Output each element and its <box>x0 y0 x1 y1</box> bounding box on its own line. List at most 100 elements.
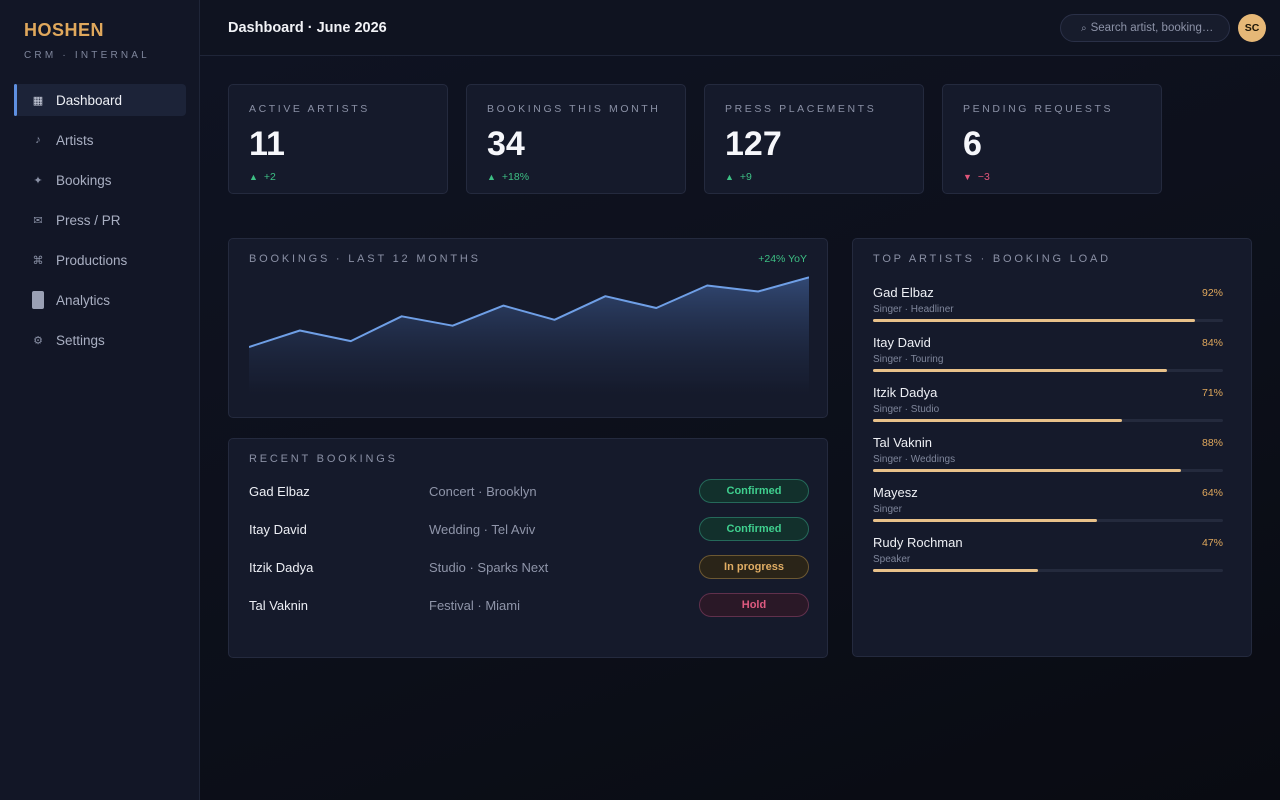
artist-name: Tal Vaknin <box>873 435 933 450</box>
sidebar-item-settings[interactable]: ⚙ Settings <box>14 324 186 356</box>
sidebar-item-label: Bookings <box>56 172 112 188</box>
list-item[interactable]: Tal Vaknin Singer · Weddings 88% <box>873 435 1223 479</box>
list-item[interactable]: Itay David Singer · Touring 84% <box>873 335 1223 379</box>
sidebar-item-analytics[interactable]: Analytics <box>14 284 186 316</box>
bookings-area-chart <box>249 276 809 399</box>
load-bar-track <box>873 569 1223 572</box>
table-row[interactable]: Itzik Dadya Studio · Sparks Next In progre… <box>249 555 809 579</box>
recent-bookings-title: RECENT BOOKINGS <box>249 453 398 465</box>
list-item[interactable]: Itzik Dadya Singer · Studio 71% <box>873 385 1223 429</box>
search-placeholder: Search artist, booking… <box>1090 22 1214 34</box>
stat-value: 127 <box>725 125 782 163</box>
stat-delta-value: +2 <box>263 171 276 183</box>
stat-delta: ▲ +18% <box>487 171 529 183</box>
status-badge: Confirmed <box>699 517 809 541</box>
sidebar-nav: ▦ Dashboard ♪ Artists ✦ Bookings ✉ Press / PR ⌘ P… <box>14 84 186 364</box>
booking-artist: Itay David <box>249 521 307 537</box>
sidebar-item-productions[interactable]: ⌘ Productions <box>14 244 186 276</box>
brand-subtitle: CRM · INTERNAL <box>24 50 150 61</box>
brand-name: HOSHEN <box>24 20 105 40</box>
booking-artist: Gad Elbaz <box>249 483 310 499</box>
sidebar-item-artists[interactable]: ♪ Artists <box>14 124 186 156</box>
load-bar-track <box>873 319 1223 322</box>
stat-delta-value: +18% <box>501 171 530 183</box>
load-bar-track <box>873 469 1223 472</box>
list-item[interactable]: Gad Elbaz Singer · Headliner 92% <box>873 285 1223 329</box>
booking-detail: Studio · Sparks Next <box>429 559 549 575</box>
stat-label: ACTIVE ARTISTS <box>249 103 370 115</box>
status-badge: Hold <box>699 593 809 617</box>
artist-role: Speaker <box>873 554 911 565</box>
stat-delta-value: +9 <box>739 171 752 183</box>
arrow-up-icon: ▲ <box>725 172 734 182</box>
area-fill <box>249 277 809 399</box>
artist-role: Singer · Studio <box>873 404 940 415</box>
booking-detail: Concert · Brooklyn <box>429 483 537 499</box>
series-line <box>249 276 809 348</box>
artist-load-percent: 64% <box>1201 487 1223 499</box>
artist-role: Singer · Touring <box>873 354 944 365</box>
status-badge: In progress <box>699 555 809 579</box>
search-icon: ⌕ <box>1081 22 1087 34</box>
load-bar-fill <box>873 469 1181 472</box>
grid-icon: ▦ <box>32 94 44 107</box>
bookings-chart-card: BOOKINGS · LAST 12 MONTHS +24% YoY <box>228 238 828 418</box>
artist-name: Rudy Rochman <box>873 535 963 550</box>
stat-card: PRESS PLACEMENTS 127 ▲ +9 <box>704 84 924 194</box>
top-artists-title: TOP ARTISTS · BOOKING LOAD <box>873 253 1111 265</box>
artist-load-percent: 84% <box>1201 337 1223 349</box>
sidebar-item-label: Settings <box>56 332 105 348</box>
load-bar-fill <box>873 569 1038 572</box>
analytics-icon <box>32 291 44 309</box>
artist-name: Itay David <box>873 335 931 350</box>
sparkle-icon: ✦ <box>33 174 43 187</box>
stat-card: BOOKINGS THIS MONTH 34 ▲ +18% <box>466 84 686 194</box>
list-item[interactable]: Mayesz Singer 64% <box>873 485 1223 529</box>
booking-artist: Tal Vaknin <box>249 597 309 613</box>
sidebar-item-label: Dashboard <box>56 92 123 108</box>
artist-name: Mayesz <box>873 485 918 500</box>
artist-role: Singer <box>873 504 902 515</box>
brand: HOSHEN CRM · INTERNAL <box>24 20 150 61</box>
stat-value: 6 <box>963 125 982 163</box>
artist-load-percent: 71% <box>1201 387 1223 399</box>
top-artists-card: TOP ARTISTS · BOOKING LOAD Gad Elbaz Sing… <box>852 238 1252 657</box>
stat-card: ACTIVE ARTISTS 11 ▲ +2 <box>228 84 448 194</box>
status-badge: Confirmed <box>699 479 809 503</box>
stat-delta: ▼ −3 <box>963 171 990 183</box>
search-input[interactable]: ⌕ Search artist, booking… <box>1060 14 1230 42</box>
table-row[interactable]: Itay David Wedding · Tel Aviv Confirmed <box>249 517 809 541</box>
sidebar-item-press-pr[interactable]: ✉ Press / PR <box>14 204 186 236</box>
booking-artist: Itzik Dadya <box>249 559 314 575</box>
yoy-badge: +24% YoY <box>758 253 807 265</box>
load-bar-track <box>873 419 1223 422</box>
load-bar-fill <box>873 369 1167 372</box>
list-item[interactable]: Rudy Rochman Speaker 47% <box>873 535 1223 579</box>
artist-load-percent: 92% <box>1201 287 1223 299</box>
stat-label: BOOKINGS THIS MONTH <box>487 103 661 115</box>
stat-delta: ▲ +9 <box>725 171 752 183</box>
artist-role: Singer · Headliner <box>873 304 954 315</box>
stat-value: 11 <box>249 125 285 163</box>
load-bar-fill <box>873 519 1097 522</box>
load-bar-fill <box>873 419 1122 422</box>
artist-load-percent: 88% <box>1201 437 1223 449</box>
sidebar-item-label: Artists <box>56 132 94 148</box>
avatar[interactable]: SC <box>1238 14 1266 42</box>
load-bar-track <box>873 369 1223 372</box>
load-bar-track <box>873 519 1223 522</box>
table-row[interactable]: Gad Elbaz Concert · Brooklyn Confirmed <box>249 479 809 503</box>
arrow-up-icon: ▲ <box>487 172 496 182</box>
command-icon: ⌘ <box>32 254 44 267</box>
booking-detail: Festival · Miami <box>429 597 521 613</box>
sidebar-item-dashboard[interactable]: ▦ Dashboard <box>14 84 186 116</box>
sidebar-item-bookings[interactable]: ✦ Bookings <box>14 164 186 196</box>
sidebar-item-label: Analytics <box>56 292 111 308</box>
stat-delta-value: −3 <box>977 171 990 183</box>
artist-load-percent: 47% <box>1201 537 1223 549</box>
music-note-icon: ♪ <box>35 134 41 146</box>
table-row[interactable]: Tal Vaknin Festival · Miami Hold <box>249 593 809 617</box>
arrow-up-icon: ▲ <box>249 172 258 182</box>
arrow-down-icon: ▼ <box>963 172 972 182</box>
envelope-icon: ✉ <box>33 214 43 227</box>
